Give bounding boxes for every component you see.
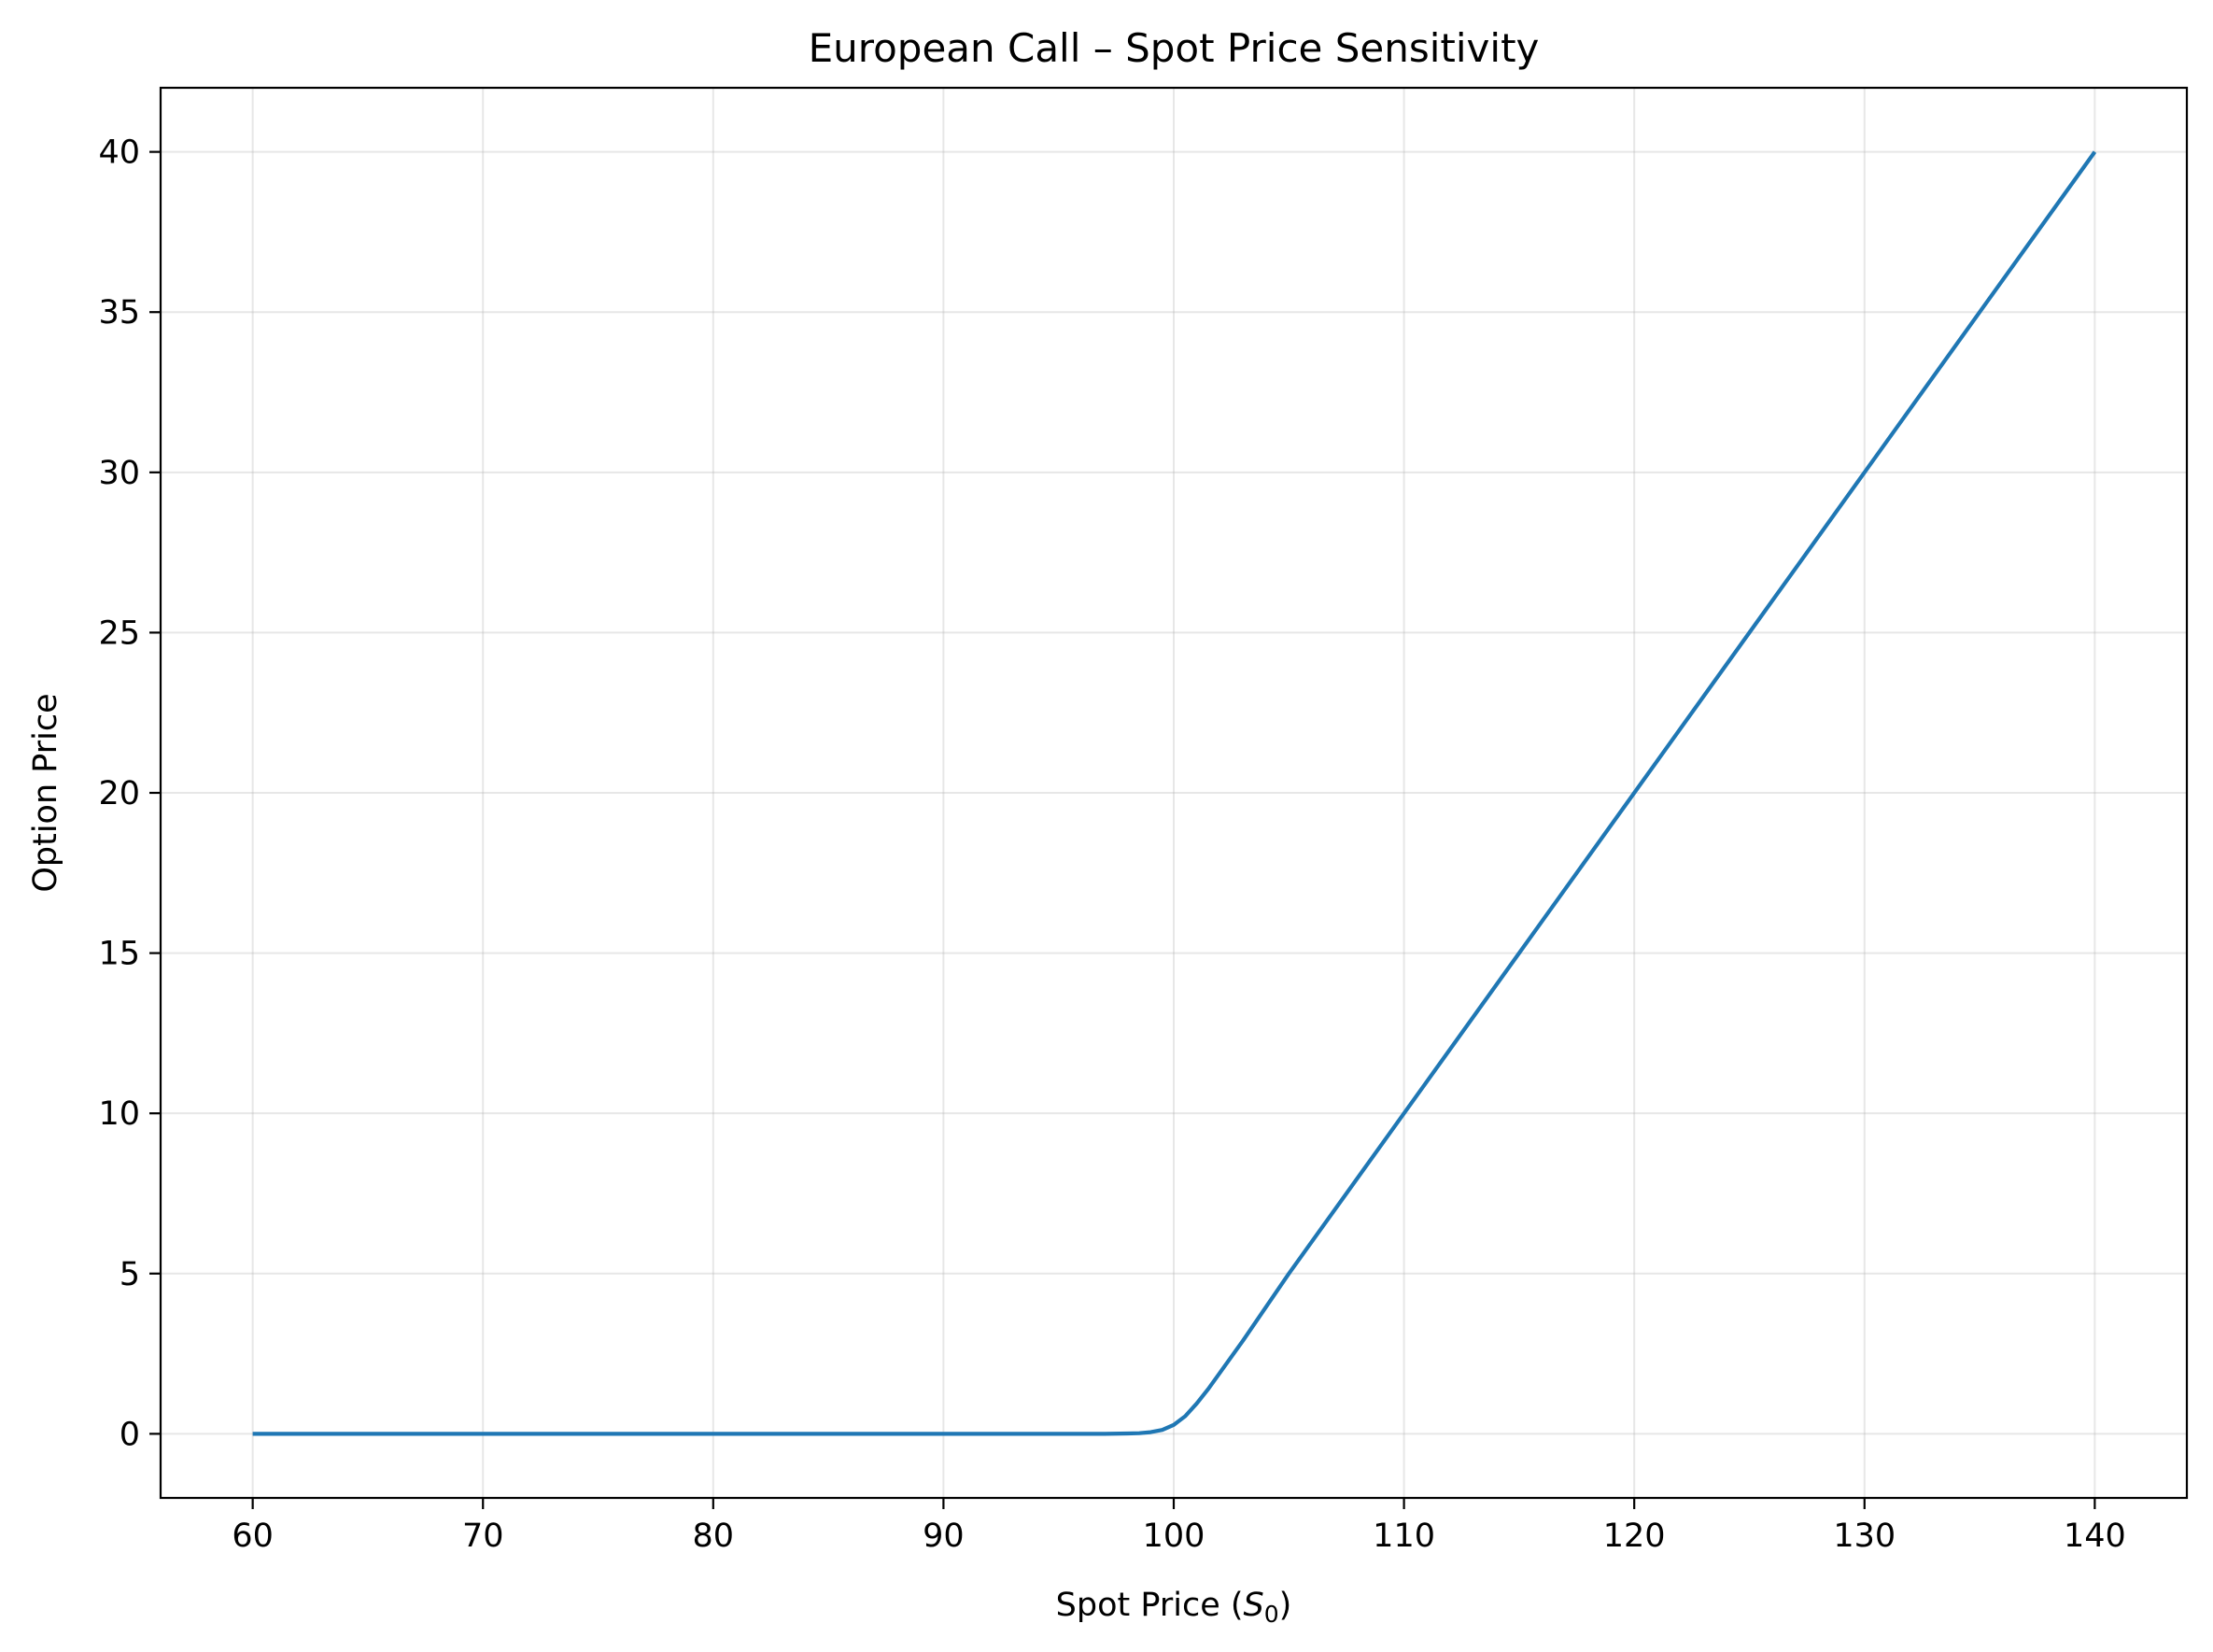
y-axis-label: Option Price [27,693,64,892]
x-tick-label: 110 [1373,1518,1435,1555]
y-tick-label: 10 [98,1095,140,1133]
y-tick-label: 35 [98,294,140,332]
x-axis-label: Spot Price (S0) [1056,1587,1292,1628]
y-tick-label: 0 [120,1416,140,1453]
x-tick-label: 100 [1143,1518,1205,1555]
y-tick-label: 40 [98,134,140,172]
x-tick-label: 120 [1603,1518,1666,1555]
chart-title: European Call – Spot Price Sensitivity [809,25,1540,71]
x-tick-label: 140 [2064,1518,2126,1555]
x-tick-label: 130 [1833,1518,1896,1555]
x-axis-label-close: ) [1279,1587,1292,1624]
x-axis-label-sub: 0 [1264,1601,1279,1628]
x-tick-label: 60 [232,1518,274,1555]
y-tick-label: 15 [98,936,140,973]
x-tick-label: 90 [923,1518,965,1555]
y-tick-label: 20 [98,775,140,812]
grid [161,88,2187,1498]
x-tick-label: 70 [462,1518,504,1555]
x-tick-label: 80 [693,1518,735,1555]
series-line [252,150,2097,1436]
y-tick-label: 5 [120,1256,140,1293]
y-tick-label: 25 [98,614,140,652]
y-axis: 0 5 10 15 20 25 30 35 40 [98,134,161,1453]
x-axis: 60 70 80 90 100 110 120 130 140 [232,1498,2126,1555]
x-axis-label-var: S [1244,1587,1264,1624]
series-layer [252,150,2097,1436]
y-tick-label: 30 [98,455,140,492]
x-axis-label-main: Spot Price ( [1056,1587,1244,1624]
